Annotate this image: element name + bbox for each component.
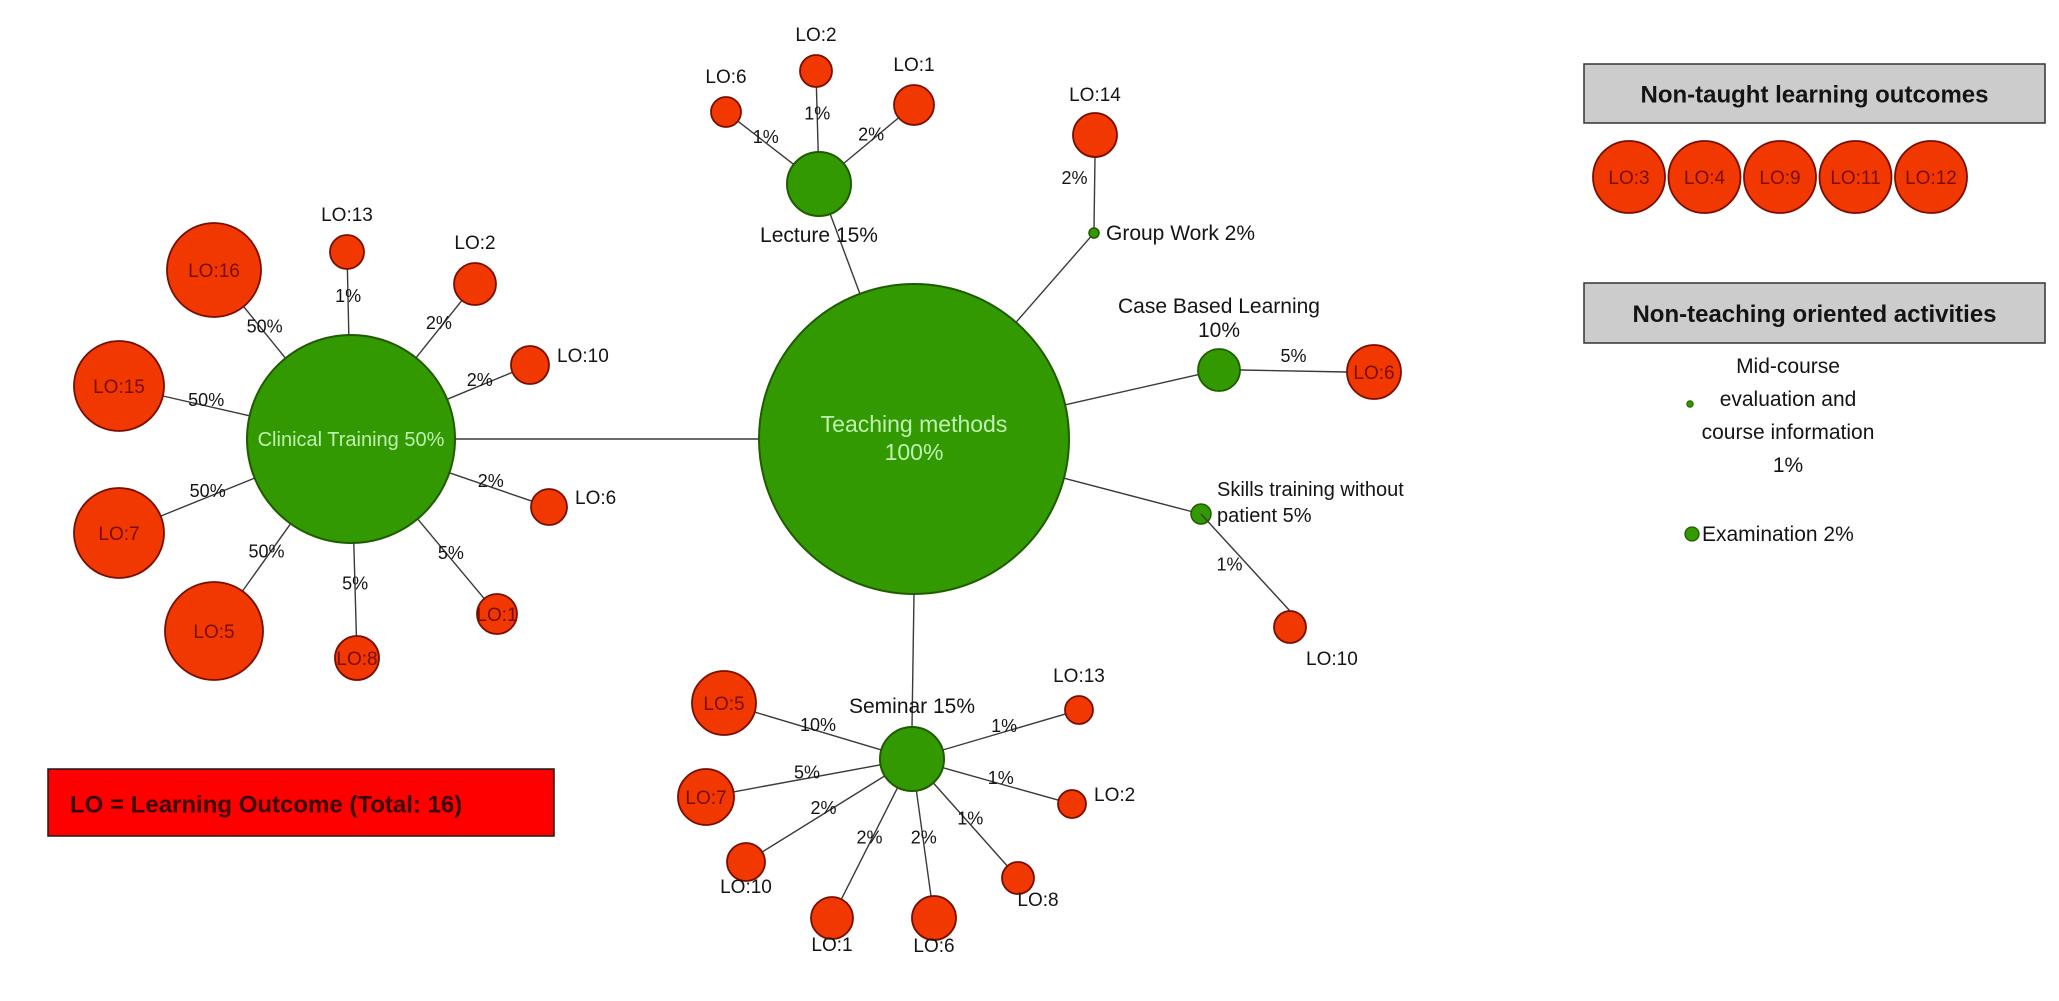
svg-text:Examination 2%: Examination 2% <box>1702 523 1854 546</box>
svg-text:1%: 1% <box>753 127 779 147</box>
svg-text:LO:2: LO:2 <box>1094 785 1135 806</box>
svg-text:Mid-course: Mid-course <box>1736 355 1840 378</box>
svg-text:2%: 2% <box>467 370 493 390</box>
svg-text:LO:3: LO:3 <box>1608 168 1649 189</box>
svg-text:LO:10: LO:10 <box>720 877 772 898</box>
svg-text:patient 5%: patient 5% <box>1217 505 1312 527</box>
svg-text:LO:7: LO:7 <box>685 788 726 809</box>
svg-text:LO:13: LO:13 <box>1053 666 1105 687</box>
svg-text:2%: 2% <box>1061 168 1087 188</box>
svg-text:LO:6: LO:6 <box>575 488 616 509</box>
svg-text:5%: 5% <box>342 574 368 594</box>
svg-text:LO:5: LO:5 <box>193 622 234 643</box>
svg-text:Non-teaching oriented activiti: Non-teaching oriented activities <box>1632 301 1996 328</box>
svg-text:Skills training without: Skills training without <box>1217 479 1404 501</box>
svg-text:LO:1: LO:1 <box>476 605 517 626</box>
svg-text:LO:10: LO:10 <box>557 346 609 367</box>
svg-text:5%: 5% <box>438 543 464 563</box>
svg-text:Teaching methods: Teaching methods <box>821 411 1008 437</box>
svg-text:2%: 2% <box>810 798 836 818</box>
svg-text:LO:6: LO:6 <box>705 67 746 88</box>
svg-text:1%: 1% <box>804 104 830 124</box>
svg-text:LO:10: LO:10 <box>1306 649 1358 670</box>
svg-text:LO:8: LO:8 <box>1017 890 1058 911</box>
svg-text:Seminar 15%: Seminar 15% <box>849 695 975 718</box>
svg-text:LO:8: LO:8 <box>336 649 377 670</box>
svg-text:50%: 50% <box>247 316 283 336</box>
svg-text:Lecture 15%: Lecture 15% <box>760 224 878 247</box>
svg-text:2%: 2% <box>426 313 452 333</box>
svg-text:1%: 1% <box>1216 555 1242 575</box>
svg-text:LO:12: LO:12 <box>1905 168 1957 189</box>
svg-text:LO:1: LO:1 <box>893 55 934 76</box>
svg-text:2%: 2% <box>911 828 937 848</box>
svg-text:LO:6: LO:6 <box>1353 363 1394 384</box>
svg-text:10%: 10% <box>1198 319 1240 342</box>
svg-text:LO = Learning Outcome (Total:: LO = Learning Outcome (Total: 16) <box>70 792 462 819</box>
svg-text:LO:14: LO:14 <box>1069 85 1121 106</box>
svg-text:Non-taught learning outcomes: Non-taught learning outcomes <box>1641 82 1989 109</box>
svg-text:LO:16: LO:16 <box>188 261 240 282</box>
svg-text:LO:11: LO:11 <box>1830 168 1880 189</box>
svg-text:LO:2: LO:2 <box>454 233 495 254</box>
svg-text:1%: 1% <box>1773 454 1803 477</box>
svg-text:LO:13: LO:13 <box>321 205 373 226</box>
svg-text:1%: 1% <box>988 768 1014 788</box>
svg-text:1%: 1% <box>957 809 983 829</box>
svg-text:1%: 1% <box>991 716 1017 736</box>
svg-text:2%: 2% <box>856 827 882 847</box>
svg-text:Clinical Training 50%: Clinical Training 50% <box>258 429 445 451</box>
svg-text:2%: 2% <box>858 125 884 145</box>
svg-text:Group Work 2%: Group Work 2% <box>1106 222 1255 245</box>
svg-text:LO:9: LO:9 <box>1759 168 1800 189</box>
svg-text:LO:1: LO:1 <box>811 935 852 956</box>
svg-text:course information: course information <box>1702 421 1875 444</box>
svg-text:100%: 100% <box>885 439 944 465</box>
svg-text:50%: 50% <box>248 541 284 561</box>
svg-text:2%: 2% <box>478 471 504 491</box>
svg-text:LO:15: LO:15 <box>93 377 145 398</box>
svg-text:evaluation and: evaluation and <box>1720 388 1857 411</box>
svg-text:50%: 50% <box>188 390 224 410</box>
svg-text:50%: 50% <box>190 481 226 501</box>
svg-text:LO:6: LO:6 <box>913 936 954 957</box>
svg-text:LO:7: LO:7 <box>98 524 139 545</box>
svg-text:Case Based Learning: Case Based Learning <box>1118 295 1320 318</box>
svg-text:5%: 5% <box>1280 346 1306 366</box>
svg-text:LO:2: LO:2 <box>795 25 836 46</box>
svg-text:10%: 10% <box>800 715 836 735</box>
svg-text:1%: 1% <box>335 286 361 306</box>
svg-text:LO:5: LO:5 <box>703 694 744 715</box>
svg-text:LO:4: LO:4 <box>1684 168 1726 189</box>
svg-text:5%: 5% <box>794 762 820 782</box>
